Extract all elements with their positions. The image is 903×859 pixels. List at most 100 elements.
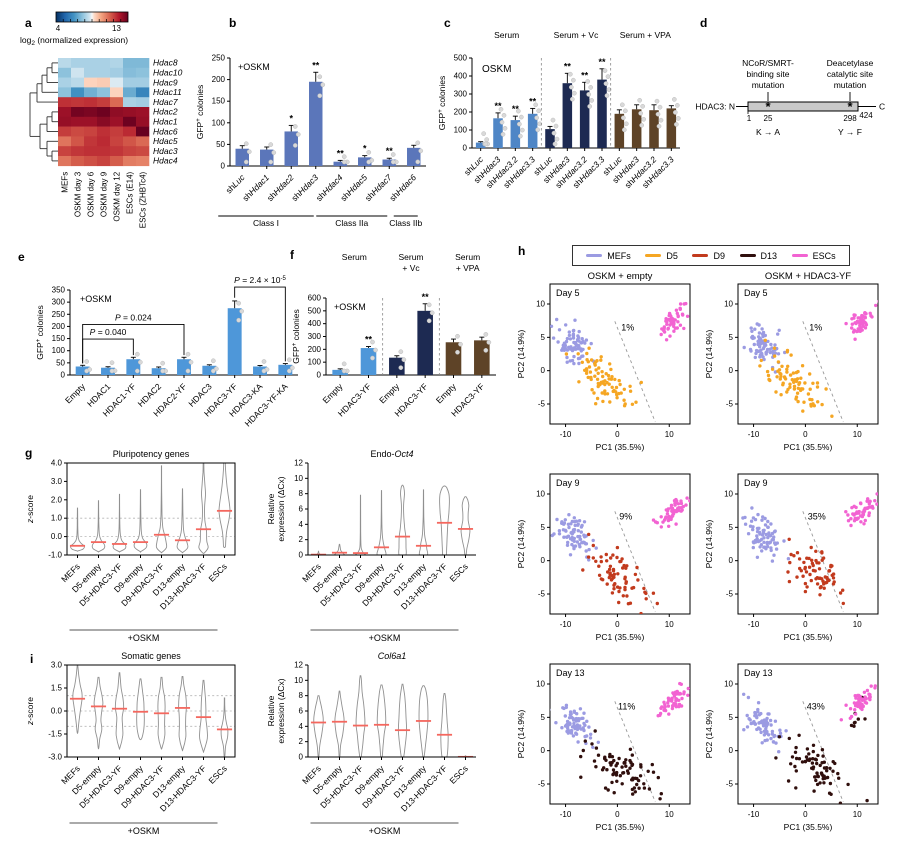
svg-text:-1.5: -1.5 xyxy=(48,730,62,739)
svg-text:ESCs: ESCs xyxy=(206,763,228,785)
svg-text:-5: -5 xyxy=(538,400,546,409)
svg-text:+OSKM: +OSKM xyxy=(334,302,366,312)
panel-label-d: d xyxy=(700,16,708,30)
legend-swatch-MEFs xyxy=(586,253,603,258)
svg-text:Hdac11: Hdac11 xyxy=(153,87,182,97)
svg-text:**: ** xyxy=(422,292,430,302)
svg-text:-5: -5 xyxy=(726,590,734,599)
svg-text:250: 250 xyxy=(212,54,226,63)
svg-text:0: 0 xyxy=(541,556,546,565)
pca-plot-day13-empty: -10 0 10 -5 0 5 10 PC1 (35.5%) PC2 (14.9%) Day 13… xyxy=(516,663,691,832)
svg-text:0: 0 xyxy=(615,430,620,439)
legend-item-D13: D13 xyxy=(739,251,777,261)
svg-text:*: * xyxy=(363,144,367,154)
svg-text:0: 0 xyxy=(729,746,734,755)
svg-text:9%: 9% xyxy=(619,511,632,521)
panel-label-c: c xyxy=(444,16,451,30)
svg-text:300: 300 xyxy=(308,332,322,341)
svg-text:+OSKM: +OSKM xyxy=(128,826,160,836)
legend-swatch-D13 xyxy=(739,253,756,258)
svg-text:3.0: 3.0 xyxy=(51,661,63,670)
svg-text:*: * xyxy=(289,113,293,123)
svg-text:C: C xyxy=(879,102,885,112)
svg-text:-10: -10 xyxy=(748,430,760,439)
svg-text:PC2 (14.9%): PC2 (14.9%) xyxy=(516,520,526,569)
svg-text:GFP+ colonies: GFP+ colonies xyxy=(195,85,205,140)
svg-text:+OSKM: +OSKM xyxy=(128,633,160,643)
svg-text:500: 500 xyxy=(308,306,322,315)
svg-text:K → A: K → A xyxy=(756,127,780,137)
panel-label-f: f xyxy=(290,248,294,262)
svg-text:expression (ΔCx): expression (ΔCx) xyxy=(276,476,286,541)
svg-text:0: 0 xyxy=(221,162,226,171)
svg-text:MEFs: MEFs xyxy=(61,172,70,193)
svg-text:0: 0 xyxy=(541,366,546,375)
svg-text:8: 8 xyxy=(299,691,304,700)
svg-text:Pluripotency genes: Pluripotency genes xyxy=(113,449,190,459)
svg-text:ESCs: ESCs xyxy=(447,763,469,785)
svg-text:Hdac1: Hdac1 xyxy=(153,117,178,127)
svg-text:200: 200 xyxy=(52,322,66,331)
svg-text:4: 4 xyxy=(56,24,61,33)
svg-text:400: 400 xyxy=(454,72,468,81)
svg-text:GFP+ colonies: GFP+ colonies xyxy=(291,309,301,364)
svg-text:**: ** xyxy=(365,335,373,345)
svg-text:Hdac2: Hdac2 xyxy=(153,107,178,117)
svg-text:25: 25 xyxy=(764,114,773,123)
svg-text:200: 200 xyxy=(308,345,322,354)
svg-text:424: 424 xyxy=(859,111,873,120)
svg-text:Empty: Empty xyxy=(320,381,345,406)
svg-text:0.0: 0.0 xyxy=(51,532,63,541)
panel-label-e: e xyxy=(18,250,25,264)
svg-text:200: 200 xyxy=(212,75,226,84)
pca-column-title-hdac3yf: OSKM + HDAC3-YF xyxy=(764,271,852,282)
svg-text:Serum + VPA: Serum + VPA xyxy=(620,30,671,40)
svg-text:*: * xyxy=(847,99,853,114)
protein-diagram-hdac3: NCoR/SMRT-binding sitemutationDeacetylas… xyxy=(695,58,885,137)
svg-text:Day 5: Day 5 xyxy=(556,288,580,298)
svg-text:ESCs: ESCs xyxy=(447,561,469,583)
svg-text:10: 10 xyxy=(724,490,733,499)
svg-text:300: 300 xyxy=(52,298,66,307)
legend-item-MEFs: MEFs xyxy=(586,251,631,261)
bar-chart-hdac3yf-conditions: 0 100 200 300 400 500 600 GFP+ colonies +OSKM Emp… xyxy=(291,252,496,418)
svg-text:100: 100 xyxy=(52,346,66,355)
svg-text:5: 5 xyxy=(541,523,546,532)
svg-text:shHdac6: shHdac6 xyxy=(387,172,418,203)
svg-text:Relative: Relative xyxy=(266,695,276,726)
panel-label-b: b xyxy=(229,16,237,30)
svg-text:Day 5: Day 5 xyxy=(744,288,768,298)
svg-text:0: 0 xyxy=(729,556,734,565)
svg-text:HDAC3: N: HDAC3: N xyxy=(695,102,735,112)
svg-text:400: 400 xyxy=(308,319,322,328)
svg-text:Class IIb: Class IIb xyxy=(389,218,422,228)
svg-text:150: 150 xyxy=(52,334,66,343)
svg-text:**: ** xyxy=(337,148,345,158)
svg-text:10: 10 xyxy=(665,620,674,629)
svg-text:350: 350 xyxy=(52,286,66,295)
svg-text:P = 0.040: P = 0.040 xyxy=(90,327,127,337)
svg-text:GFP+ colonies: GFP+ colonies xyxy=(35,305,45,360)
svg-text:Day 9: Day 9 xyxy=(556,478,580,488)
svg-text:P = 0.024: P = 0.024 xyxy=(115,312,152,322)
svg-text:5: 5 xyxy=(729,333,734,342)
svg-text:10: 10 xyxy=(724,300,733,309)
svg-text:500: 500 xyxy=(454,54,468,63)
svg-text:0.0: 0.0 xyxy=(51,707,63,716)
svg-text:0: 0 xyxy=(729,366,734,375)
legend-label-ESCs: ESCs xyxy=(812,250,836,261)
svg-text:ESCs (ZHBTc4): ESCs (ZHBTc4) xyxy=(139,171,148,228)
svg-text:0: 0 xyxy=(615,810,620,819)
pca-column-title-empty: OSKM + empty xyxy=(587,271,653,282)
svg-text:-10: -10 xyxy=(560,430,572,439)
svg-text:**: ** xyxy=(312,60,320,70)
legend-swatch-D9 xyxy=(692,253,709,258)
svg-text:-10: -10 xyxy=(748,810,760,819)
svg-text:200: 200 xyxy=(454,108,468,117)
svg-text:-10: -10 xyxy=(748,620,760,629)
legend-swatch-D5 xyxy=(645,253,662,258)
svg-text:GFP+ colonies: GFP+ colonies xyxy=(437,76,447,131)
svg-text:100: 100 xyxy=(454,126,468,135)
